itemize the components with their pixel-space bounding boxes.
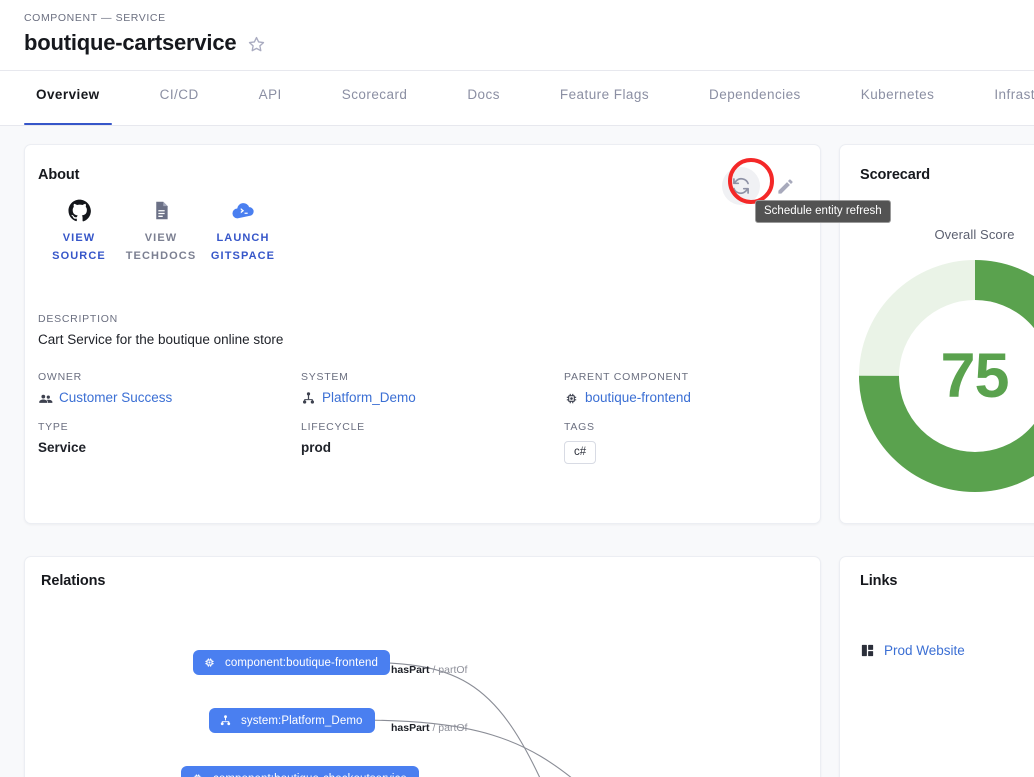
prod-website-link[interactable]: Prod Website [884,643,965,658]
view-techdocs-action[interactable]: VIEW TECHDOCS [120,197,202,265]
schedule-entity-refresh-button[interactable] [722,167,760,205]
about-card: About [24,144,821,524]
owner-link[interactable]: Customer Success [59,390,173,405]
edge-label-haspart-partof-2: hasPart / partOf [391,722,467,734]
graph-node-label: component:boutique-frontend [225,656,378,669]
title-row: boutique-cartservice [24,30,266,56]
tab-feature-flags[interactable]: Feature Flags [559,87,650,102]
gitspace-cloud-icon-svg [231,202,254,218]
tag-chip[interactable]: c# [564,441,597,464]
system-icon [220,715,231,726]
component-icon [205,658,214,667]
overall-score-value: 75 [940,341,1009,411]
edge-label-haspart-partof-1: hasPart / partOf [391,664,467,676]
edit-entity-button[interactable] [766,167,804,205]
link-item-prod-website[interactable]: Prod Website [860,643,965,658]
tab-api[interactable]: API [258,87,282,102]
about-fields-grid: OWNER Customer Success SYSTEM [38,371,808,471]
edge-reverse-label: partOf [438,722,468,734]
description-value: Cart Service for the boutique online sto… [38,332,284,347]
edge-forward-label: hasPart [391,664,430,676]
pencil-icon [777,178,793,194]
scorecard-card-title: Scorecard [860,167,931,183]
field-owner: OWNER Customer Success [38,371,301,421]
parent-component-link[interactable]: boutique-frontend [585,390,691,405]
star-outline-icon[interactable] [247,33,266,54]
system-link[interactable]: Platform_Demo [322,390,416,405]
refresh-tooltip: Schedule entity refresh [755,200,891,223]
tab-cicd[interactable]: CI/CD [159,87,199,102]
overall-score-donut: 75 [858,260,1034,492]
edge-separator: / [432,722,436,734]
field-system: SYSTEM Platform_Demo [301,371,564,421]
page-title: boutique-cartservice [24,30,237,55]
overall-score-label: Overall Score [934,227,1015,242]
relations-card-title: Relations [41,573,106,589]
tab-kubernetes[interactable]: Kubernetes [860,87,935,102]
tab-bar: Overview CI/CD API Scorecard Docs Featur… [0,71,1034,126]
people-icon [39,394,53,403]
graph-node-label: system:Platform_Demo [241,714,363,727]
document-icon [120,197,202,223]
description-label: DESCRIPTION [38,313,119,325]
component-icon [566,393,577,403]
owner-label: OWNER [38,371,82,383]
parent-component-value: boutique-frontend [564,388,808,408]
field-lifecycle: LIFECYCLE prod [301,421,564,471]
star-outline-icon-svg [249,36,265,51]
edge-separator: / [432,664,436,676]
component-icon [193,774,202,777]
parent-component-label: PARENT COMPONENT [564,371,689,383]
edge-reverse-label: partOf [438,664,468,676]
type-value: Service [38,440,87,455]
edge-forward-label: hasPart [391,722,430,734]
github-icon-svg [67,199,91,221]
graph-node-platform-demo[interactable]: system:Platform_Demo [209,708,375,733]
tab-overview[interactable]: Overview [24,71,112,125]
field-tags: TAGS c# [564,421,808,471]
tab-list: Overview CI/CD API Scorecard Docs Featur… [24,71,1034,125]
system-value: Platform_Demo [301,388,564,408]
about-card-title: About [38,167,80,183]
dashboard-icon [861,644,874,657]
system-icon [303,391,314,404]
graph-node-boutique-frontend[interactable]: component:boutique-frontend [193,650,390,675]
tags-label: TAGS [564,421,595,433]
relations-card: Relations component:boutique-frontend sy… [24,556,821,777]
view-source-label: VIEW SOURCE [52,232,106,262]
links-card-title: Links [860,573,898,589]
page-header: COMPONENT — SERVICE boutique-cartservice [0,0,1034,71]
lifecycle-value: prod [301,440,331,455]
field-parent-component: PARENT COMPONENT boutique-frontend [564,371,808,421]
lifecycle-label: LIFECYCLE [301,421,365,433]
launch-gitspace-action[interactable]: LAUNCH GITSPACE [202,197,284,265]
graph-node-boutique-checkoutservice[interactable]: component:boutique-checkoutservice [181,766,419,777]
type-label: TYPE [38,421,69,433]
tab-dependencies[interactable]: Dependencies [709,87,801,102]
about-actions: VIEW SOURCE VIEW TECHDOCS [38,197,284,265]
links-card: Links Prod Website [839,556,1034,777]
field-type: TYPE Service [38,421,301,471]
tab-docs[interactable]: Docs [467,87,500,102]
breadcrumb: COMPONENT — SERVICE [24,12,166,24]
refresh-icon [733,177,749,195]
gitspace-cloud-icon [202,197,284,223]
owner-value: Customer Success [38,388,301,408]
view-source-action[interactable]: VIEW SOURCE [38,197,120,265]
system-label: SYSTEM [301,371,349,383]
document-icon-svg [155,201,168,219]
graph-node-label: component:boutique-checkoutservice [213,773,407,777]
launch-gitspace-label: LAUNCH GITSPACE [210,232,276,262]
tab-scorecard[interactable]: Scorecard [341,87,408,102]
view-techdocs-label: VIEW TECHDOCS [125,232,197,262]
github-icon [38,197,120,223]
donut-chart-svg [858,260,1034,492]
tab-infrastructure[interactable]: Infrastructure [994,87,1034,102]
